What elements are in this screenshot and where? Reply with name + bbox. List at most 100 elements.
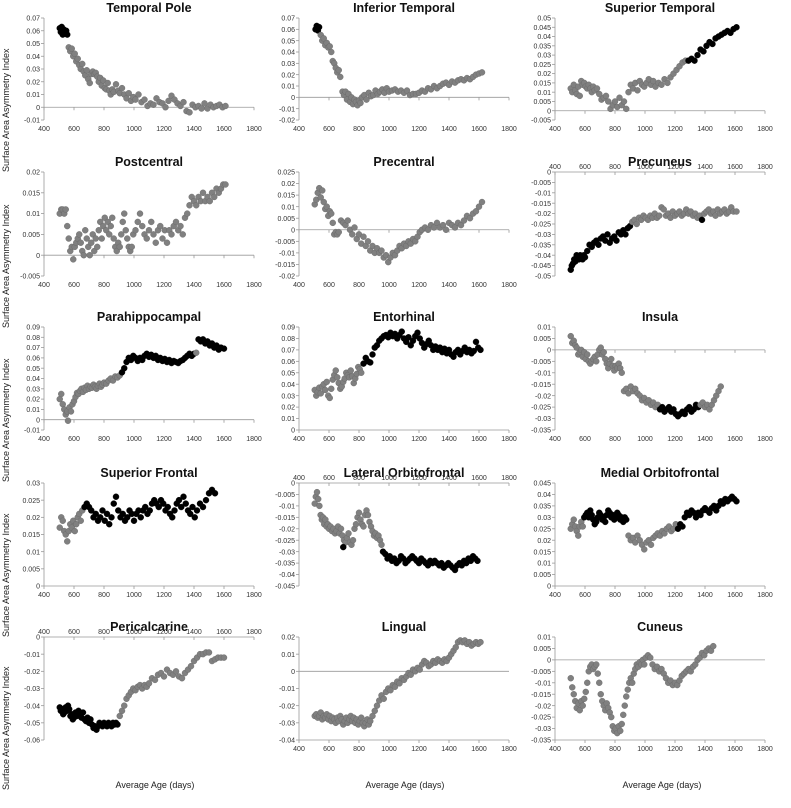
data-point [570,691,577,698]
data-point [211,193,218,201]
y-tick-label: -0.01 [535,370,551,377]
y-tick-label: 0.07 [26,16,40,23]
y-tick-label: 0.03 [537,53,551,60]
data-point [220,654,228,661]
y-tick-label: -0.04 [535,253,551,260]
x-tick-label: 800 [609,436,621,443]
y-tick-label: -0.03 [535,416,551,423]
data-point [103,510,111,518]
data-point [344,217,351,224]
data-point [211,490,219,497]
data-point [184,210,191,217]
x-tick-label: 1200 [667,126,683,133]
y-tick-label: 0.01 [537,325,551,332]
data-point [180,493,187,500]
data-point [584,679,591,686]
y-tick-label: 0.01 [537,635,551,642]
y-axis-label-row2: Surface Area Asymmetry Index [1,204,11,328]
y-tick-label: 0.07 [26,345,40,352]
y-tick-label: 0.045 [533,481,551,488]
plot-title: Superior Temporal [605,1,715,15]
plot-superior-temporal: Superior Temporal -0.005 0 0.005 0.01 0.015 0.… [531,1,773,133]
x-tick-label: 1200 [411,126,427,133]
data-point [335,66,342,74]
data-point [222,181,229,188]
data-point [95,227,102,234]
y-tick-label: -0.02 [279,118,295,125]
y-tick-label: -0.01 [279,250,295,257]
y-tick-label: -0.03 [535,726,551,733]
plot-pericalcarine: Pericalcarine -0.06 -0.05 -0.04 -0.03 -0.02 -0… [24,620,262,745]
y-tick-label: 0.02 [26,79,40,86]
x-tick-label: 1800 [757,746,773,753]
data-point [64,31,71,38]
y-tick-label: -0.02 [279,274,295,281]
data-point [328,385,335,392]
plot-parahippocampal: Parahippocampal -0.01 0 0.01 0.02 0.03 0.04 0.0… [24,310,262,443]
x-tick-label: 1200 [156,592,172,599]
x-tick-label: 1400 [186,436,202,443]
x-tick-label: 400 [293,746,305,753]
x-tick-label: 1000 [126,126,142,133]
x-tick-label: 1200 [156,629,172,636]
x-tick-label: 800 [98,436,110,443]
data-point [142,503,149,511]
data-point [472,338,480,346]
data-point [477,638,484,646]
y-tick-label: 0 [547,108,551,115]
data-point [576,92,583,100]
data-point [621,702,628,709]
y-tick-label: -0.005 [275,492,295,499]
data-point [351,224,358,231]
data-point [104,79,111,87]
data-point [315,23,323,31]
data-point [337,525,345,532]
data-point [77,239,84,246]
data-point [656,212,663,219]
y-tick-label: 0.015 [22,190,40,197]
plot-title: Precentral [373,155,434,169]
data-point [647,541,655,548]
y-tick-label: 0.01 [26,549,40,556]
data-point [717,383,724,390]
x-tick-label: 1600 [727,436,743,443]
data-point [136,210,144,217]
data-point [145,227,153,234]
data-point [191,514,198,521]
x-axis-label-col3: Average Age (days) [622,780,702,790]
data-point [193,507,201,514]
y-tick-label: 0.01 [281,84,295,91]
data-point [439,221,447,229]
plot-inferior-temporal: Inferior Temporal -0.02 -0.01 0 0.01 0.02 0.03… [279,1,517,133]
y-tick-label: -0.045 [531,263,551,270]
x-tick-label: 400 [549,746,561,753]
plot-title: Parahippocampal [97,310,201,324]
y-tick-label: -0.01 [24,428,40,435]
x-tick-label: 600 [68,629,80,636]
y-tick-label: 0.05 [26,41,40,48]
data-point [162,104,169,111]
data-point [124,514,131,521]
data-point [594,670,601,677]
data-point [472,208,480,215]
x-tick-label: 1200 [156,282,172,289]
y-tick-label: -0.01 [279,503,295,510]
y-tick-label: -0.01 [535,190,551,197]
data-point [122,227,129,234]
data-point [569,684,576,691]
data-point [145,680,153,687]
y-tick-label: 0.025 [533,62,551,69]
data-point [82,227,89,234]
x-tick-label: 1400 [697,126,713,133]
data-point [618,369,625,376]
data-point [593,358,600,365]
data-point [352,521,360,528]
y-tick-label: 0.01 [26,211,40,218]
y-tick-label: 0.05 [281,370,295,377]
x-tick-label: 600 [68,126,80,133]
x-tick-label: 800 [353,746,365,753]
data-point [205,649,213,656]
y-tick-label: 0.005 [22,232,40,239]
data-point [470,347,477,355]
